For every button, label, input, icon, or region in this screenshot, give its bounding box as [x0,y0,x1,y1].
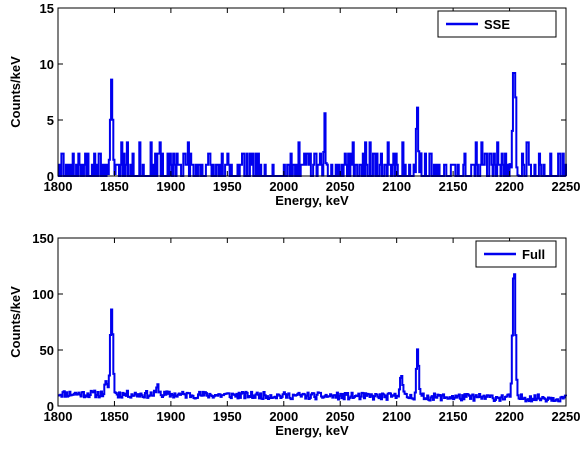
y-tick-label: 0 [47,169,54,184]
x-tick-label: 1850 [100,409,129,424]
y-tick-label: 0 [47,399,54,414]
y-tick-label: 10 [40,57,54,72]
x-axis-label: Energy, keV [275,423,349,438]
x-tick-label: 2050 [326,179,355,194]
x-axis-label: Energy, keV [275,193,349,208]
x-tick-label: 2250 [552,179,581,194]
x-tick-label: 2000 [269,179,298,194]
legend: SSE [437,10,557,38]
y-axis-label: Counts/keV [8,56,23,128]
x-tick-label: 1900 [156,179,185,194]
series-line-sse [58,71,567,177]
legend-entry-label: Full [522,247,545,262]
x-tick-label: 2200 [495,409,524,424]
x-tick-label: 1950 [213,179,242,194]
plot-border [57,237,567,407]
x-tick-label: 2200 [495,179,524,194]
x-tick-label: 2150 [439,179,468,194]
x-tick-label: 1850 [100,179,129,194]
legend-entry-label: SSE [484,17,510,32]
x-tick-label: 2250 [552,409,581,424]
x-tick-label: 1800 [44,179,73,194]
x-tick-label: 2150 [439,409,468,424]
series-line-full [58,273,567,403]
plot-border [57,7,567,177]
full-spectrum-panel: 1800 1850 1900 1950 2000 2050 2100 2150 2200 2250… [8,231,580,438]
y-tick-label: 5 [47,113,54,128]
x-tick-label: 2100 [382,409,411,424]
sse-spectrum-panel: 1800 1850 1900 1950 2000 2050 2100 2150 2200 2250… [8,1,580,208]
x-tick-label: 2100 [382,179,411,194]
y-tick-label: 150 [32,231,54,246]
x-tick-label: 1950 [213,409,242,424]
y-tick-label: 15 [40,1,54,16]
x-tick-label: 2000 [269,409,298,424]
x-tick-label: 2050 [326,409,355,424]
y-axis-label: Counts/keV [8,286,23,358]
y-tick-label: 100 [32,287,54,302]
legend: Full [475,240,557,268]
x-tick-label: 1900 [156,409,185,424]
x-tick-label: 1800 [44,409,73,424]
y-tick-label: 50 [40,343,54,358]
